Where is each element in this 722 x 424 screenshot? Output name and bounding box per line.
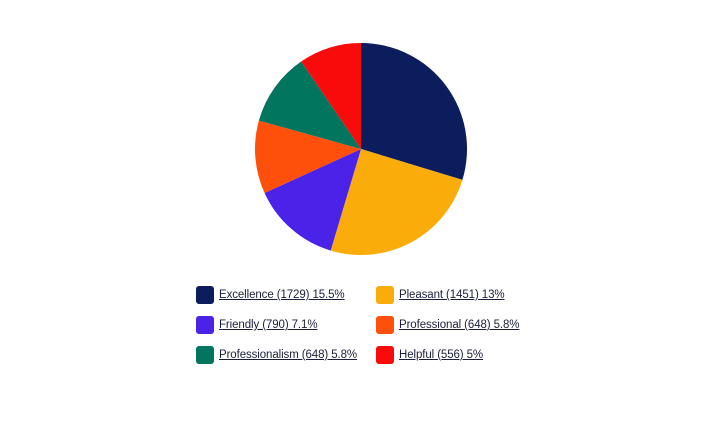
pie-slice-excellence[interactable] (361, 43, 467, 180)
legend-item-pleasant[interactable]: Pleasant (1451) 13% (376, 285, 556, 305)
legend-swatch-helpful (376, 346, 394, 364)
pie-slice-pleasant[interactable] (330, 149, 463, 255)
legend-swatch-professional (376, 316, 394, 334)
pie-chart (255, 43, 467, 255)
legend-label-excellence: Excellence (1729) 15.5% (219, 289, 345, 301)
pie-slice-professional[interactable] (255, 120, 361, 193)
legend-label-friendly: Friendly (790) 7.1% (219, 319, 318, 331)
legend-swatch-friendly (196, 316, 214, 334)
legend-swatch-professionalism (196, 346, 214, 364)
legend-swatch-pleasant (376, 286, 394, 304)
legend-label-professional: Professional (648) 5.8% (399, 319, 520, 331)
legend-swatch-excellence (196, 286, 214, 304)
legend-item-friendly[interactable]: Friendly (790) 7.1% (196, 315, 376, 335)
legend-item-helpful[interactable]: Helpful (556) 5% (376, 345, 556, 365)
legend-label-professionalism: Professionalism (648) 5.8% (219, 349, 358, 361)
legend-label-helpful: Helpful (556) 5% (399, 349, 484, 361)
pie-slice-friendly[interactable] (264, 149, 361, 251)
pie-slice-professionalism[interactable] (258, 61, 361, 149)
chart-legend: Excellence (1729) 15.5% Pleasant (1451) … (196, 285, 556, 375)
legend-item-professional[interactable]: Professional (648) 5.8% (376, 315, 556, 335)
pie-slice-helpful[interactable] (301, 43, 361, 149)
legend-item-professionalism[interactable]: Professionalism (648) 5.8% (196, 345, 376, 365)
legend-label-pleasant: Pleasant (1451) 13% (399, 289, 505, 301)
legend-item-excellence[interactable]: Excellence (1729) 15.5% (196, 285, 376, 305)
